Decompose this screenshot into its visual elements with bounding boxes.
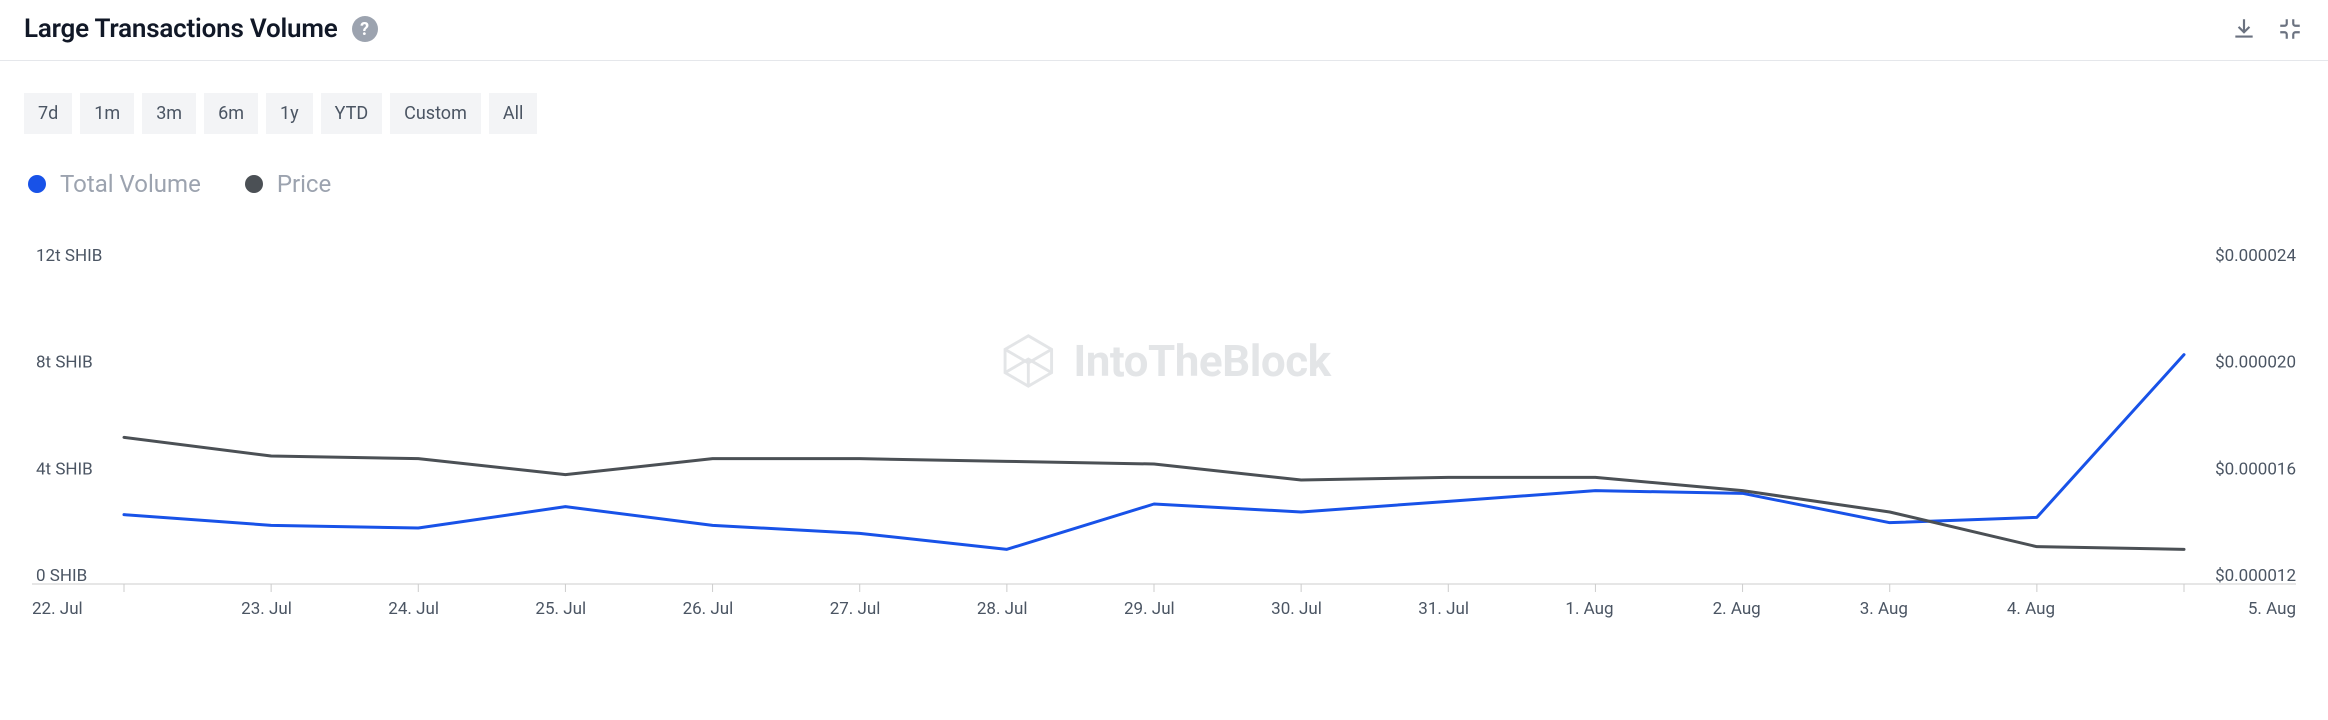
x-tick-label: 5. Aug [2248, 599, 2296, 619]
range-selector: 7d1m3m6m1yYTDCustomAll [24, 93, 2304, 134]
range-btn-all[interactable]: All [489, 93, 538, 134]
x-tick-label: 23. Jul [241, 599, 292, 619]
chart-title: Large Transactions Volume [24, 14, 338, 44]
series-line-total-volume [124, 355, 2184, 550]
legend-dot-icon [28, 175, 46, 193]
x-tick-label: 26. Jul [683, 599, 734, 619]
legend-item-price[interactable]: Price [245, 170, 331, 198]
x-tick-label: 22. Jul [32, 599, 83, 619]
range-btn-custom[interactable]: Custom [390, 93, 481, 134]
range-btn-1m[interactable]: 1m [80, 93, 134, 134]
x-tick-label: 1. Aug [1565, 599, 1613, 619]
y-right-tick: $0.000012 [2215, 566, 2296, 586]
x-tick-label: 2. Aug [1713, 599, 1761, 619]
range-btn-6m[interactable]: 6m [204, 93, 258, 134]
y-right-tick: $0.000024 [2215, 246, 2296, 266]
help-icon[interactable]: ? [352, 16, 378, 42]
range-btn-7d[interactable]: 7d [24, 93, 72, 134]
legend-item-total-volume[interactable]: Total Volume [28, 170, 201, 198]
y-left-tick: 12t SHIB [36, 246, 102, 266]
header-actions [2230, 15, 2304, 43]
x-tick-label: 4. Aug [2007, 599, 2055, 619]
x-tick-label: 3. Aug [1860, 599, 1908, 619]
y-left-tick: 8t SHIB [36, 353, 93, 373]
x-tick-label: 28. Jul [977, 599, 1028, 619]
x-tick-label: 29. Jul [1124, 599, 1175, 619]
chart-header: Large Transactions Volume ? [0, 0, 2328, 61]
y-left-tick: 0 SHIB [36, 566, 87, 586]
collapse-icon[interactable] [2276, 15, 2304, 43]
y-right-tick: $0.000020 [2215, 353, 2296, 373]
title-wrap: Large Transactions Volume ? [24, 14, 378, 44]
chart-svg: 0 SHIB 4t SHIB 8t SHIB 12t SHIB $0.000012 $0.… [24, 246, 2304, 626]
download-icon[interactable] [2230, 15, 2258, 43]
chart-area: IntoTheBlock 0 SHIB4t SHIB8t SHIB12t SHI… [0, 198, 2328, 626]
legend-dot-icon [245, 175, 263, 193]
y-left-tick: 4t SHIB [36, 459, 93, 479]
legend-label: Price [277, 170, 331, 198]
legend: Total Volume Price [24, 170, 2304, 198]
x-tick-label: 30. Jul [1271, 599, 1322, 619]
x-tick-label: 24. Jul [388, 599, 439, 619]
series-line-price [124, 437, 2184, 549]
range-btn-3m[interactable]: 3m [142, 93, 196, 134]
controls-bar: 7d1m3m6m1yYTDCustomAll Total Volume Price [0, 61, 2328, 198]
legend-label: Total Volume [60, 170, 201, 198]
range-btn-ytd[interactable]: YTD [321, 93, 383, 134]
y-right-tick: $0.000016 [2215, 459, 2296, 479]
range-btn-1y[interactable]: 1y [266, 93, 313, 134]
x-tick-label: 31. Jul [1418, 599, 1469, 619]
x-tick-label: 25. Jul [535, 599, 586, 619]
x-tick-label: 27. Jul [830, 599, 881, 619]
